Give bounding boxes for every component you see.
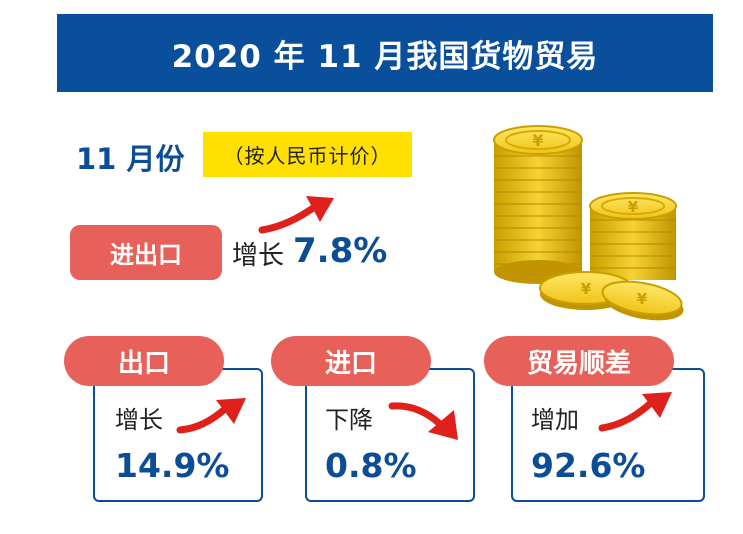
total-change-value: 7.8%: [293, 231, 388, 271]
svg-text:¥: ¥: [637, 290, 648, 308]
export-change-value: 14.9%: [115, 446, 230, 485]
svg-text:¥: ¥: [581, 280, 592, 298]
surplus-card: 增加 92.6%: [511, 368, 705, 502]
down-arrow-icon: [388, 402, 458, 440]
surplus-change-value: 92.6%: [531, 446, 646, 485]
up-arrow-icon: [598, 392, 672, 432]
total-change-word: 增长: [232, 241, 285, 271]
svg-text:¥: ¥: [532, 131, 543, 150]
import-pill: 进口: [271, 336, 431, 386]
surplus-change-word: 增加: [531, 406, 579, 434]
import-change-value: 0.8%: [325, 446, 417, 485]
title-banner: 2020 年 11 月我国货物贸易: [57, 14, 713, 92]
coin-stack-icon: ¥ ¥ ¥ ¥: [493, 125, 684, 321]
up-arrow-icon: [176, 398, 246, 434]
import-change-word: 下降: [325, 406, 373, 434]
surplus-pill: 贸易顺差: [484, 336, 674, 386]
up-arrow-icon: [258, 196, 334, 234]
pricing-note: （按人民币计价）: [203, 132, 412, 177]
export-change-word: 增长: [115, 406, 163, 434]
total-trade-pill: 进出口: [70, 225, 222, 280]
page-title: 2020 年 11 月我国货物贸易: [171, 38, 599, 75]
export-pill: 出口: [64, 336, 224, 386]
svg-text:¥: ¥: [628, 198, 639, 216]
month-label: 11 月份: [76, 142, 185, 176]
